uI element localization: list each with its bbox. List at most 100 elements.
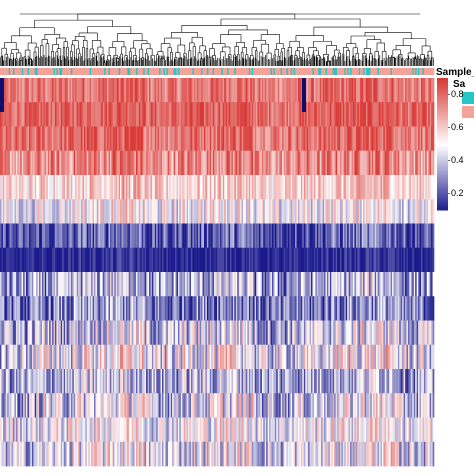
- annotation-cell: [347, 68, 349, 75]
- heatmap-cell: [215, 296, 218, 321]
- heatmap-cell: [405, 344, 407, 370]
- heatmap-cell: [73, 78, 76, 103]
- heatmap-cell: [57, 296, 60, 321]
- heatmap-cell: [225, 296, 228, 321]
- heatmap-cell: [199, 296, 202, 321]
- heatmap-cell: [256, 175, 258, 200]
- heatmap-cell: [324, 344, 326, 370]
- heatmap-cell: [370, 296, 373, 321]
- heatmap-cell: [339, 102, 342, 127]
- heatmap-cell: [296, 320, 299, 346]
- heatmap-cell: [309, 320, 312, 346]
- annotation-cell: [328, 68, 331, 75]
- heatmap-cell: [188, 223, 190, 249]
- heatmap-cell: [295, 320, 297, 346]
- heatmap-cell: [195, 272, 198, 297]
- heatmap-cell: [179, 223, 182, 249]
- heatmap-cell: [308, 199, 310, 224]
- heatmap-cell: [315, 320, 318, 346]
- heatmap-cell: [345, 223, 348, 249]
- heatmap-cell: [219, 102, 222, 127]
- heatmap-cell: [315, 272, 318, 297]
- heatmap-cell: [13, 272, 15, 297]
- heatmap-cell: [432, 272, 435, 297]
- heatmap-cell: [125, 199, 128, 224]
- heatmap-cell: [283, 272, 286, 297]
- heatmap-cell: [286, 247, 289, 273]
- heatmap-cell: [403, 126, 406, 152]
- heatmap-cell: [250, 102, 253, 127]
- heatmap-cell: [190, 344, 193, 370]
- heatmap-cell: [72, 126, 75, 152]
- heatmap-cell: [135, 272, 138, 297]
- heatmap-cell: [69, 175, 72, 200]
- heatmap-cell: [347, 296, 349, 321]
- heatmap-cell: [405, 223, 407, 249]
- heatmap-cell: [374, 175, 377, 200]
- heatmap-cell: [345, 102, 348, 127]
- heatmap-cell: [394, 199, 397, 224]
- heatmap-cell: [418, 175, 420, 200]
- heatmap-cell: [264, 102, 267, 127]
- heatmap-cell: [20, 296, 23, 321]
- heatmap-cell: [86, 150, 89, 176]
- heatmap-cell: [298, 272, 300, 297]
- heatmap-cell: [79, 320, 82, 346]
- heatmap-cell: [321, 199, 323, 224]
- heatmap-cell: [172, 102, 174, 127]
- heatmap-cell: [0, 150, 2, 176]
- heatmap-cell: [186, 320, 189, 346]
- heatmap-cell: [99, 344, 102, 370]
- heatmap-cell: [277, 296, 280, 321]
- heatmap-cell: [159, 199, 161, 224]
- heatmap-cell: [318, 247, 321, 273]
- heatmap-cell: [63, 126, 66, 152]
- heatmap-cell: [260, 320, 263, 346]
- heatmap-cell: [240, 78, 242, 103]
- heatmap-cell: [432, 199, 435, 224]
- heatmap-cell: [15, 272, 18, 297]
- heatmap-cell: [287, 175, 290, 200]
- heatmap-cell: [153, 344, 156, 370]
- heatmap-cell: [419, 320, 422, 346]
- heatmap-cell: [406, 296, 409, 321]
- annotation-cell: [5, 68, 8, 75]
- heatmap-cell: [175, 344, 177, 370]
- heatmap-cell: [256, 102, 258, 127]
- heatmap-cell: [318, 223, 321, 249]
- heatmap-cell: [328, 78, 331, 103]
- heatmap-cell: [131, 247, 134, 273]
- heatmap-cell: [203, 247, 206, 273]
- annotation-cell: [72, 68, 75, 75]
- heatmap-cell: [179, 175, 182, 200]
- heatmap-cell: [179, 199, 182, 224]
- heatmap-cell: [354, 223, 357, 249]
- heatmap-cell: [159, 272, 161, 297]
- heatmap-cell: [49, 369, 51, 394]
- heatmap-cell: [225, 78, 228, 103]
- heatmap-cell: [250, 126, 253, 152]
- heatmap-cell: [392, 247, 394, 273]
- heatmap-cell: [416, 102, 419, 127]
- heatmap-cell: [10, 344, 12, 370]
- heatmap-cell: [163, 296, 166, 321]
- heatmap-cell: [160, 126, 163, 152]
- heatmap-cell: [280, 344, 283, 370]
- heatmap-cell: [28, 344, 31, 370]
- heatmap-cell: [215, 199, 218, 224]
- heatmap-cell: [180, 175, 183, 200]
- heatmap-cell: [290, 296, 293, 321]
- heatmap-cell: [89, 223, 92, 249]
- heatmap-cell: [150, 223, 153, 249]
- heatmap-cell: [260, 150, 263, 176]
- heatmap-cell: [60, 369, 63, 394]
- heatmap-cell: [205, 344, 208, 370]
- heatmap-cell: [154, 78, 157, 103]
- heatmap-cell: [159, 247, 161, 273]
- heatmap-cell: [47, 223, 50, 249]
- heatmap-cell: [23, 320, 25, 346]
- heatmap-cell: [26, 199, 28, 224]
- heatmap-cell: [428, 150, 431, 176]
- heatmap-cell: [406, 223, 409, 249]
- heatmap-cell: [49, 296, 51, 321]
